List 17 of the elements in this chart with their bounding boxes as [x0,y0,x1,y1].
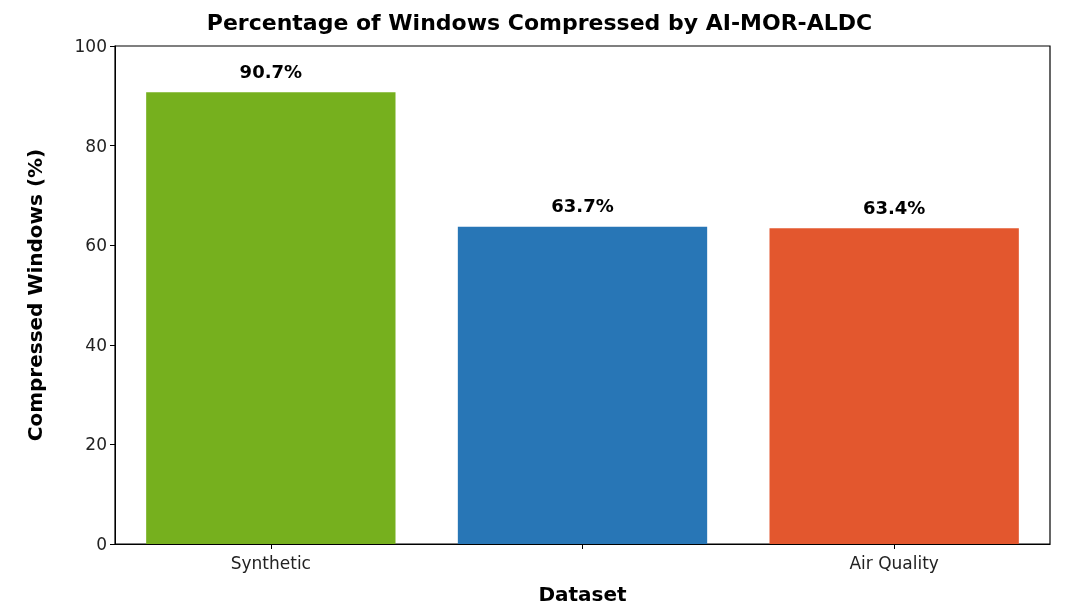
chart-title: Percentage of Windows Compressed by AI-MOR-ALDC [206,9,873,35]
bar [146,92,396,544]
y-tick-label: 20 [85,434,107,455]
y-tick-label: 80 [85,135,107,156]
x-tick-label: Air Quality [849,552,939,573]
data-label: 63.4% [862,196,926,218]
y-tick-label: 100 [74,36,107,56]
x-tick-label: Synthetic [230,552,311,573]
y-axis-title: Compressed Windows (%) [23,148,47,442]
y-tick-label: 0 [96,534,107,554]
y-tick-label: 60 [85,235,107,256]
data-label: 63.7% [551,195,614,217]
data-label: 90.7% [239,60,303,82]
y-tick-label: 40 [85,334,107,355]
bar [457,226,708,544]
bar [769,228,1019,544]
x-axis-title: Dataset [538,582,628,606]
